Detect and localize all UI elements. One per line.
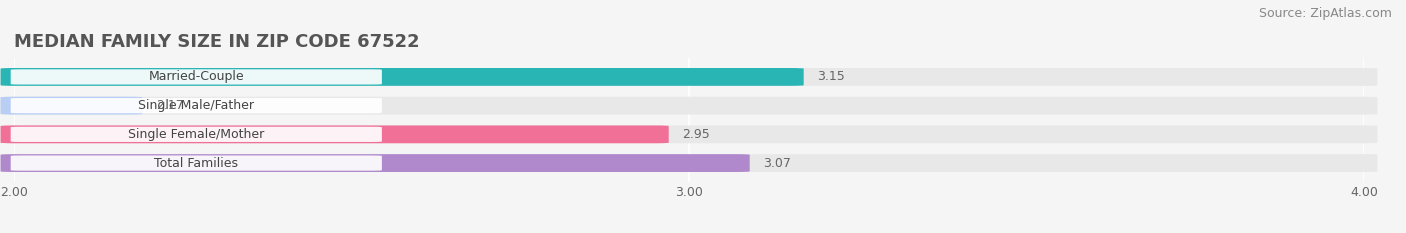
Text: MEDIAN FAMILY SIZE IN ZIP CODE 67522: MEDIAN FAMILY SIZE IN ZIP CODE 67522 xyxy=(14,33,419,51)
Text: 3.07: 3.07 xyxy=(763,157,792,170)
FancyBboxPatch shape xyxy=(11,98,382,113)
FancyBboxPatch shape xyxy=(11,155,382,171)
FancyBboxPatch shape xyxy=(0,97,142,115)
Text: 2.17: 2.17 xyxy=(156,99,184,112)
Text: Single Male/Father: Single Male/Father xyxy=(138,99,254,112)
Text: Total Families: Total Families xyxy=(155,157,238,170)
FancyBboxPatch shape xyxy=(0,154,749,172)
Text: 2.95: 2.95 xyxy=(682,128,710,141)
Text: 3.15: 3.15 xyxy=(817,70,845,83)
FancyBboxPatch shape xyxy=(0,68,804,86)
FancyBboxPatch shape xyxy=(0,68,1378,86)
FancyBboxPatch shape xyxy=(0,125,669,143)
Text: Source: ZipAtlas.com: Source: ZipAtlas.com xyxy=(1258,7,1392,20)
FancyBboxPatch shape xyxy=(0,97,1378,115)
FancyBboxPatch shape xyxy=(0,125,1378,143)
FancyBboxPatch shape xyxy=(11,69,382,85)
Text: Married-Couple: Married-Couple xyxy=(149,70,245,83)
FancyBboxPatch shape xyxy=(0,154,1378,172)
FancyBboxPatch shape xyxy=(11,127,382,142)
Text: Single Female/Mother: Single Female/Mother xyxy=(128,128,264,141)
